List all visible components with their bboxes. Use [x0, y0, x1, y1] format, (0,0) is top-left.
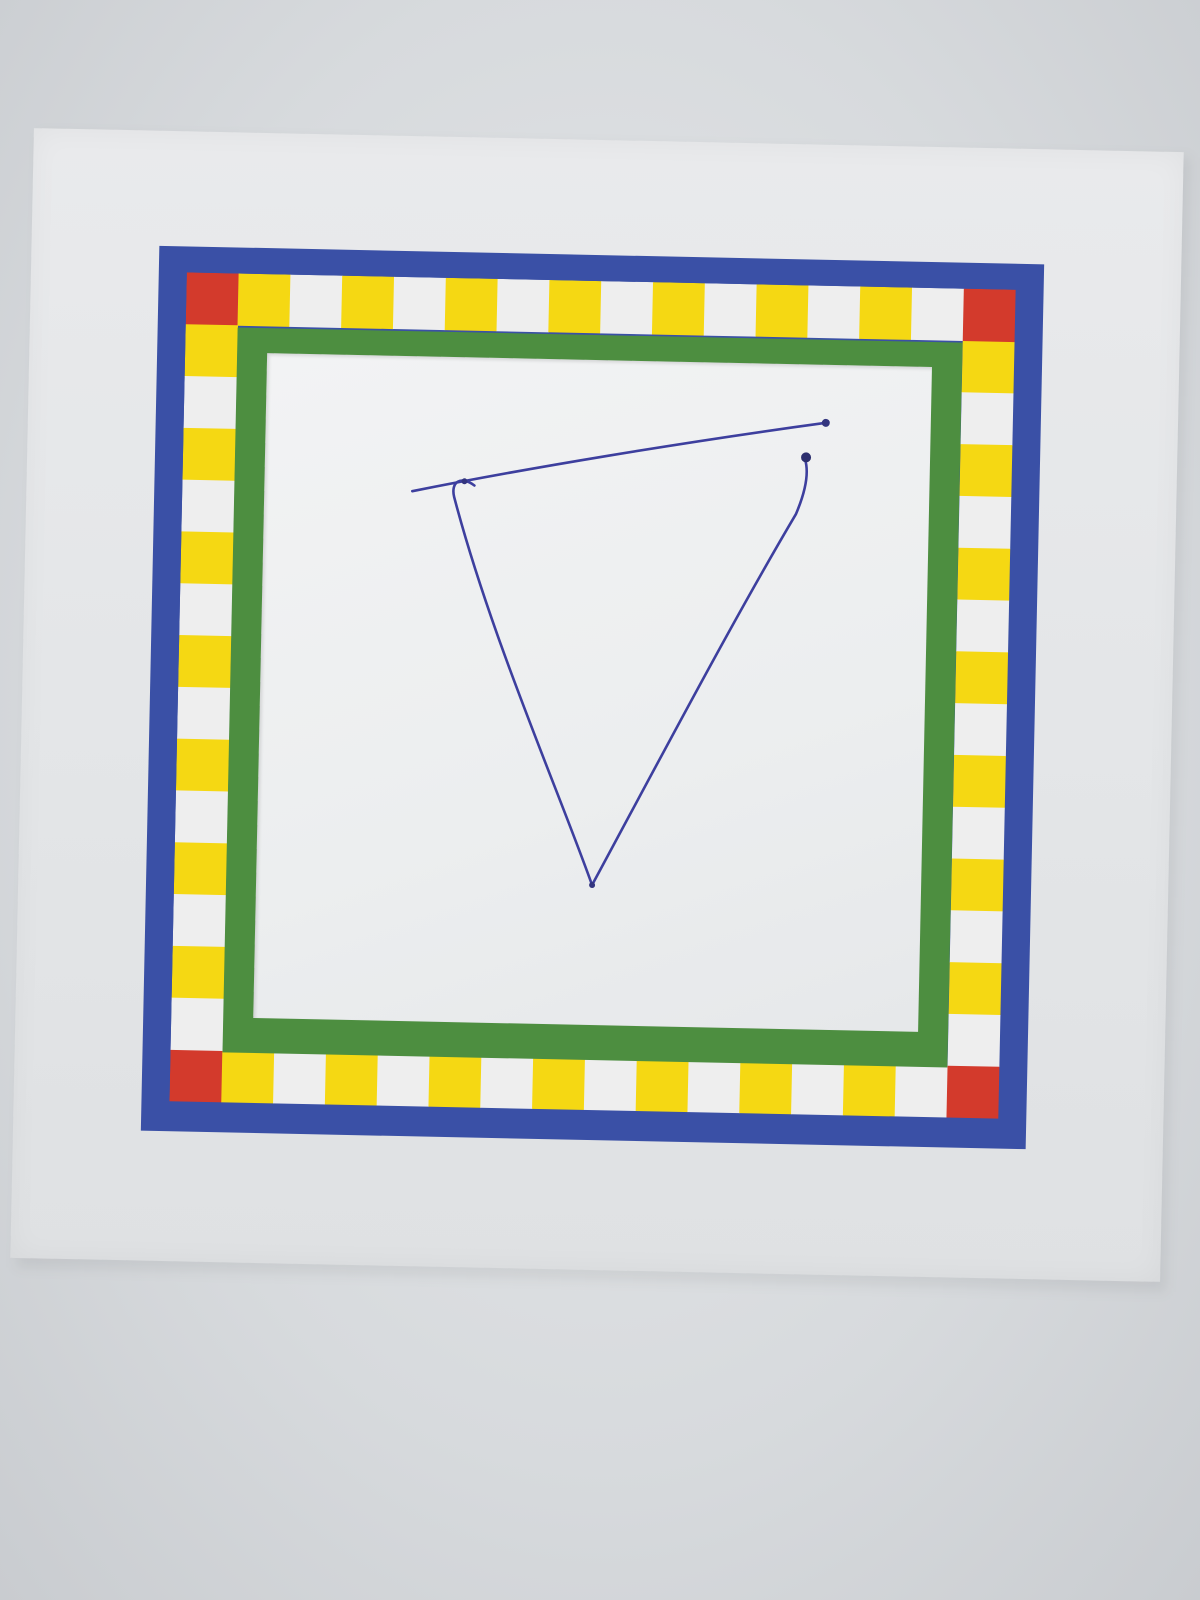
checker-yellow	[959, 444, 1013, 498]
ink-dot	[801, 452, 812, 463]
checker-yellow	[739, 1061, 793, 1115]
ink-dot	[589, 882, 596, 889]
checker-white	[807, 285, 861, 339]
checker-yellow	[237, 273, 291, 327]
checker-yellow	[175, 738, 230, 793]
checker-white	[179, 583, 233, 637]
checker-white	[183, 376, 237, 430]
corner-square	[946, 1065, 1000, 1119]
checker-white	[960, 392, 1014, 446]
checker-white	[273, 1051, 327, 1105]
corner-square	[185, 272, 240, 326]
checker-yellow	[341, 275, 395, 330]
checker-yellow	[171, 945, 226, 1000]
checker-white	[910, 287, 965, 341]
checker-white	[583, 1058, 638, 1112]
checker-white	[949, 910, 1004, 964]
checker-yellow	[651, 282, 706, 336]
checker-white	[791, 1062, 845, 1116]
checker-white	[496, 278, 550, 333]
pen-stroke-top	[410, 421, 828, 493]
checker-yellow	[428, 1054, 482, 1109]
checker-yellow	[548, 280, 602, 334]
checkered-border	[169, 272, 1016, 1119]
checker-white	[177, 686, 231, 741]
checker-yellow	[961, 340, 1016, 394]
green-border	[222, 327, 963, 1068]
ink-dot	[821, 418, 830, 427]
checker-yellow	[755, 284, 809, 338]
checker-yellow	[180, 531, 234, 585]
checker-yellow	[182, 427, 236, 482]
checker-white	[170, 997, 224, 1052]
checker-white	[480, 1055, 534, 1110]
decorative-frame	[140, 245, 1045, 1150]
corner-square	[962, 288, 1016, 343]
checker-white	[703, 283, 758, 337]
checker-white	[954, 703, 1008, 757]
checker-yellow	[324, 1052, 379, 1107]
checker-yellow	[948, 962, 1003, 1016]
checker-yellow	[859, 286, 913, 340]
ink-dot	[461, 478, 468, 485]
checker-white	[951, 806, 1006, 861]
checker-white	[289, 274, 343, 328]
checker-white	[958, 495, 1012, 550]
checker-yellow	[950, 858, 1005, 912]
drawing-card	[253, 353, 932, 1032]
checker-white	[687, 1060, 741, 1114]
checker-yellow	[184, 324, 239, 378]
checker-yellow	[635, 1059, 690, 1113]
checker-yellow	[532, 1057, 586, 1111]
checker-yellow	[955, 651, 1009, 705]
checker-yellow	[957, 547, 1011, 602]
checker-white	[392, 276, 447, 331]
checker-yellow	[178, 635, 232, 689]
checker-white	[947, 1013, 1001, 1068]
checker-white	[600, 281, 654, 335]
checker-yellow	[952, 754, 1007, 809]
pen-stroke-right	[590, 458, 809, 887]
checker-yellow	[842, 1063, 897, 1117]
checker-yellow	[173, 842, 228, 896]
checker-white	[376, 1053, 431, 1108]
checker-yellow	[444, 277, 499, 332]
checker-white	[174, 790, 229, 844]
corner-square	[169, 1049, 223, 1103]
checker-white	[894, 1064, 949, 1119]
checker-yellow	[221, 1050, 275, 1104]
checker-white	[956, 599, 1010, 653]
pen-stroke-left	[452, 479, 594, 887]
checker-white	[172, 894, 227, 948]
hand-drawn-triangle-icon	[410, 418, 830, 889]
checker-white	[181, 479, 235, 534]
